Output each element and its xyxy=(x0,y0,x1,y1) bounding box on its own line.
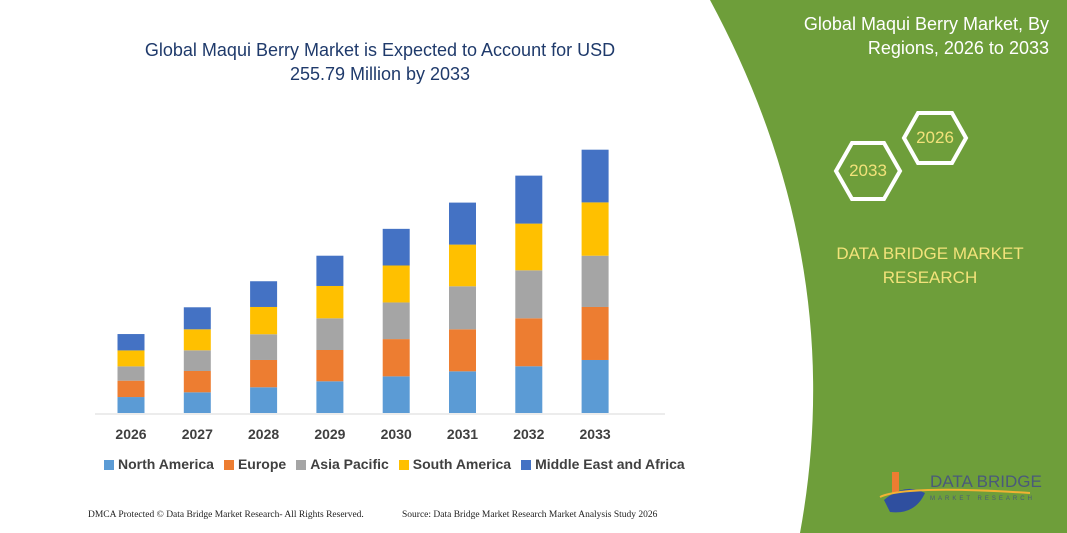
legend-swatch xyxy=(223,459,234,470)
legend-label: North America xyxy=(118,456,214,472)
bar-segment-2031-1 xyxy=(449,329,476,372)
legend-label: Europe xyxy=(237,456,287,472)
legend: North America Europe Asia Pacific South Ame… xyxy=(104,456,685,473)
bar-segment-2028-0 xyxy=(250,387,278,413)
legend-swatch xyxy=(398,459,409,470)
legend-item: South America xyxy=(398,456,512,473)
bar-segment-2028-1 xyxy=(250,359,278,388)
legend-label: Asia Pacific xyxy=(310,456,389,472)
brand-text: DATA BRIDGE MARKET RESEARCH xyxy=(836,244,1024,287)
bar-segment-2029-4 xyxy=(316,255,344,286)
bar-segment-2026-0 xyxy=(117,397,145,413)
x-tick-label: 2030 xyxy=(380,426,412,442)
bar-segment-2027-2 xyxy=(183,350,211,372)
bar-segment-2031-4 xyxy=(449,202,476,245)
bar-segment-2026-3 xyxy=(117,350,145,367)
x-tick-label: 2027 xyxy=(181,426,213,442)
bar-segment-2032-2 xyxy=(515,270,543,319)
legend-label: Middle East and Africa xyxy=(535,456,685,472)
x-tick-label: 2029 xyxy=(314,426,346,442)
bar-segment-2027-4 xyxy=(183,307,211,330)
bar-segment-2026-2 xyxy=(117,366,145,381)
hex-label-start: 2026 xyxy=(916,128,954,147)
legend-swatch xyxy=(104,459,114,470)
legend-item: Europe xyxy=(223,456,287,473)
bar-segment-2030-2 xyxy=(382,302,410,340)
bar-segment-2032-4 xyxy=(515,175,543,224)
x-tick-label: 2033 xyxy=(579,426,611,442)
legend-item: Asia Pacific xyxy=(296,456,389,473)
bar-segment-2033-0 xyxy=(581,359,609,413)
bar-segment-2029-0 xyxy=(316,381,344,413)
bar-segment-2033-3 xyxy=(581,202,609,256)
legend-item: North America xyxy=(104,456,214,473)
bar-segment-2030-1 xyxy=(382,339,410,377)
hex-label-end: 2033 xyxy=(849,161,887,180)
bar-segment-2026-4 xyxy=(117,334,145,351)
legend-item: Middle East and Africa xyxy=(521,456,685,473)
bar-segment-2032-0 xyxy=(515,366,543,413)
x-tick-label: 2032 xyxy=(513,426,545,442)
bar-segment-2026-1 xyxy=(117,380,145,398)
bar-segment-2029-2 xyxy=(316,318,344,351)
legend-swatch xyxy=(296,459,307,470)
footer-copyright: DMCA Protected © Data Bridge Market Rese… xyxy=(88,510,364,520)
bar-segment-2028-3 xyxy=(250,306,278,335)
logo-text: DATA BRIDGE xyxy=(930,472,1042,491)
bar-segment-2028-4 xyxy=(250,281,278,307)
hexagon-2026 xyxy=(901,111,969,165)
x-tick-label: 2031 xyxy=(446,426,479,442)
bar-segment-2029-1 xyxy=(316,350,344,382)
bar-segment-2032-1 xyxy=(515,318,543,367)
panel-title: Global Maqui Berry Market, By Regions, 2… xyxy=(803,14,1049,58)
hexagon-2033 xyxy=(833,141,903,201)
bar-segment-2033-4 xyxy=(581,149,609,203)
chart-title: Global Maqui Berry Market is Expected to… xyxy=(144,40,616,84)
bar-segment-2028-2 xyxy=(250,334,278,360)
bar-segment-2030-4 xyxy=(382,228,410,266)
bar-segment-2027-3 xyxy=(183,329,211,351)
bar-segment-2031-3 xyxy=(449,244,476,287)
x-tick-label: 2026 xyxy=(115,426,147,442)
bar-segment-2032-3 xyxy=(515,223,543,271)
bar-segment-2027-0 xyxy=(183,392,211,413)
bar-segment-2031-0 xyxy=(449,371,476,413)
green-panel xyxy=(710,0,1067,533)
x-tick-label: 2028 xyxy=(248,426,280,442)
logo-subtext: MARKET RESEARCH xyxy=(930,496,1035,502)
bar-segment-2027-1 xyxy=(183,371,211,393)
bars xyxy=(95,149,665,415)
legend-swatch xyxy=(521,459,532,470)
logo-icon xyxy=(879,472,1031,513)
legend-label: South America xyxy=(412,456,512,472)
bar-segment-2030-0 xyxy=(382,376,410,413)
bar-segment-2031-2 xyxy=(449,286,476,330)
footer-source: Source: Data Bridge Market Research Mark… xyxy=(402,510,658,520)
bar-segment-2030-3 xyxy=(382,265,410,303)
bar-segment-2033-1 xyxy=(581,306,609,360)
bar-segment-2029-3 xyxy=(316,285,344,319)
bar-segment-2033-2 xyxy=(581,255,609,307)
